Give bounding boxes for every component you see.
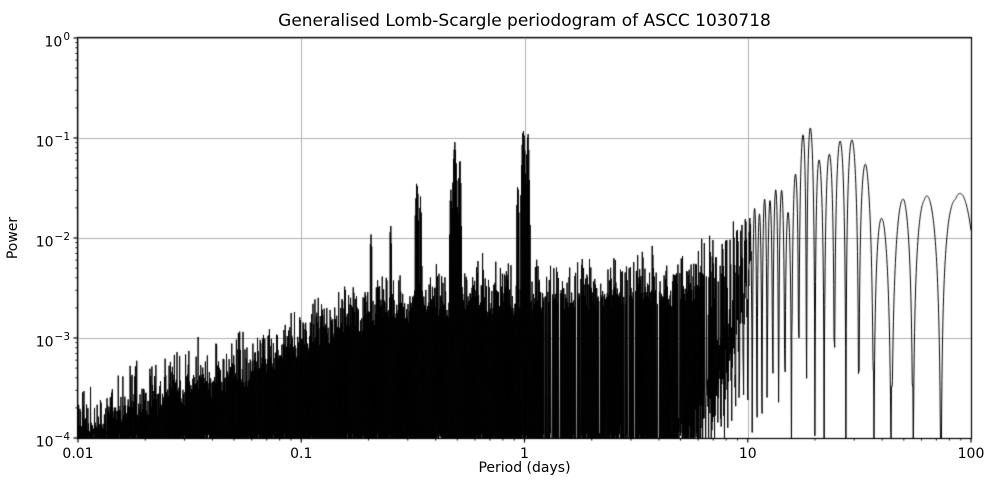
x-axis-label: Period (days) xyxy=(478,460,571,476)
x-tick-label: 1 xyxy=(520,446,529,462)
x-tick-label: 100 xyxy=(957,446,985,462)
x-tick-label: 0.1 xyxy=(290,446,313,462)
y-tick-label: 10−2 xyxy=(35,231,70,251)
x-tick-label: 0.01 xyxy=(62,446,94,462)
chart-title: Generalised Lomb-Scargle periodogram of … xyxy=(278,11,771,31)
y-tick-label: 10−1 xyxy=(35,131,70,151)
y-tick-label: 10−4 xyxy=(35,431,70,451)
x-tick-label: 10 xyxy=(738,446,757,462)
y-tick-label: 100 xyxy=(44,31,70,51)
y-tick-label: 10−3 xyxy=(35,331,70,351)
